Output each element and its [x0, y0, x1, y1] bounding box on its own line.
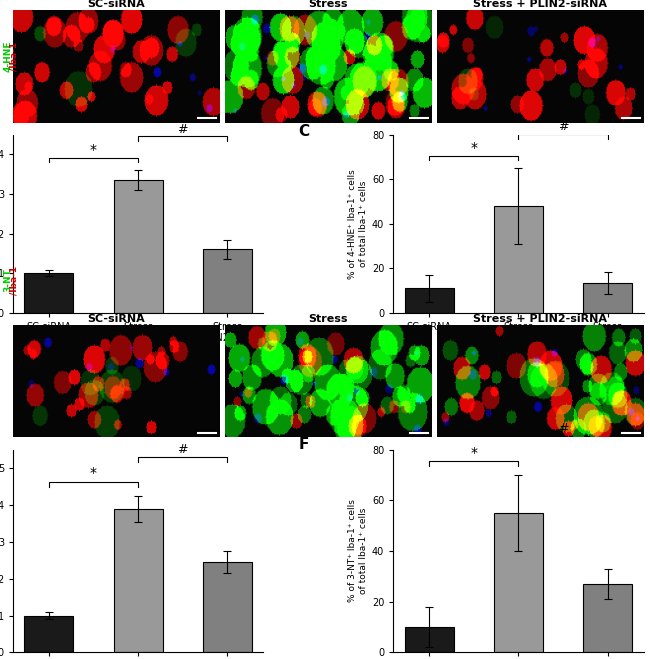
Bar	[405, 627, 454, 652]
Bar	[583, 283, 632, 312]
Title: SC-siRNA: SC-siRNA	[87, 314, 145, 324]
Bar	[583, 584, 632, 652]
Title: Stress + PLIN2-siRNA: Stress + PLIN2-siRNA	[473, 314, 608, 324]
Bar	[24, 616, 73, 652]
Title: Stress: Stress	[309, 0, 348, 9]
Text: #: #	[177, 443, 188, 456]
Text: C: C	[298, 124, 309, 139]
Bar	[494, 206, 543, 312]
Text: *: *	[90, 143, 97, 157]
Text: 3-NT: 3-NT	[3, 268, 12, 292]
Y-axis label: % of 3-NT⁺ Iba-1⁺ cells
of total Iba-1⁺ cells: % of 3-NT⁺ Iba-1⁺ cells of total Iba-1⁺ …	[348, 500, 368, 602]
Bar	[203, 562, 252, 652]
Text: #: #	[558, 121, 568, 133]
Text: /Iba-1: /Iba-1	[10, 42, 19, 71]
Title: SC-siRNA: SC-siRNA	[87, 0, 145, 9]
Text: /Iba-1: /Iba-1	[10, 266, 19, 295]
Bar	[494, 513, 543, 652]
Bar	[24, 273, 73, 312]
Title: Stress: Stress	[309, 314, 348, 324]
Bar	[405, 288, 454, 312]
Text: *: *	[471, 445, 477, 460]
Y-axis label: % of 4-HNE⁺ Iba-1⁺ cells
of total Iba-1⁺ cells: % of 4-HNE⁺ Iba-1⁺ cells of total Iba-1⁺…	[348, 169, 368, 279]
Bar	[114, 509, 162, 652]
Text: #: #	[177, 123, 188, 136]
Title: Stress + PLIN2-siRNA: Stress + PLIN2-siRNA	[473, 0, 608, 9]
Text: #: #	[558, 422, 568, 436]
Text: F: F	[298, 438, 309, 453]
Bar	[114, 180, 162, 312]
Text: *: *	[471, 141, 477, 155]
Bar	[203, 249, 252, 312]
Text: *: *	[90, 467, 97, 480]
Text: 4-HNE: 4-HNE	[3, 40, 12, 72]
